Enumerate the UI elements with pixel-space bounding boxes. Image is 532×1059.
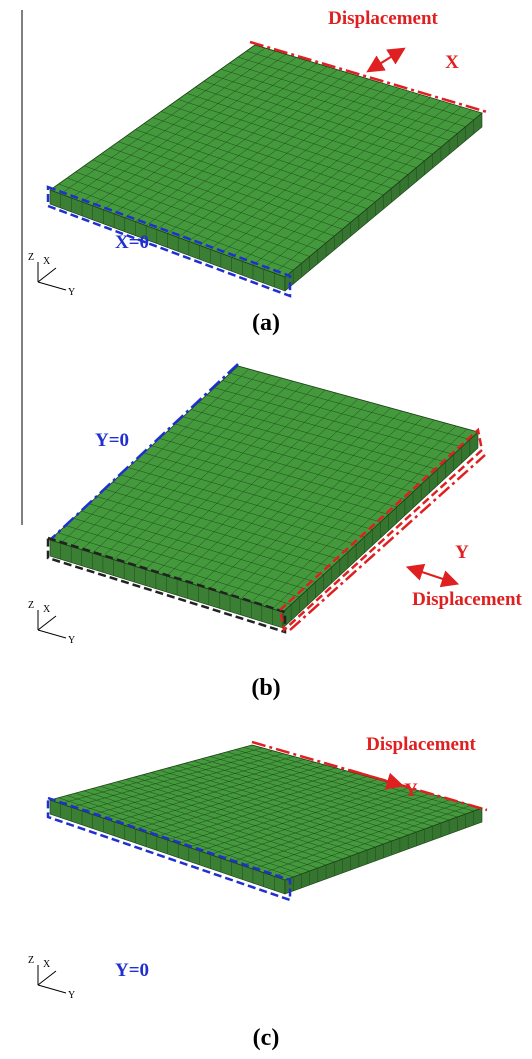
axis-x [38, 971, 56, 985]
label: Y=0 [115, 960, 149, 981]
axis-x [38, 616, 56, 630]
axis-label: Y [68, 287, 75, 298]
axis-x [38, 268, 56, 282]
label: Displacement [328, 8, 438, 29]
axis-label: X [43, 256, 51, 267]
axis-label: Y [68, 635, 75, 646]
label: Displacement [366, 734, 476, 755]
axis-y [38, 630, 66, 638]
axis-label: Y [68, 990, 75, 1001]
label: Y [404, 780, 418, 801]
label: X=0 [115, 232, 149, 253]
label: Y=0 [95, 430, 129, 451]
axis-label: Z [28, 955, 34, 966]
label: Y [455, 542, 469, 563]
axis-y [38, 985, 66, 993]
label: X [445, 52, 459, 73]
caption: (a) [252, 310, 280, 336]
axis-label: X [43, 604, 51, 615]
axis-label: Z [28, 600, 34, 611]
arrow [370, 50, 402, 70]
axis-y [38, 282, 66, 290]
label: Displacement [412, 589, 522, 610]
caption: (c) [253, 1025, 280, 1051]
caption: (b) [251, 675, 280, 701]
arrow [410, 568, 455, 583]
axis-label: X [43, 959, 51, 970]
plate-top [50, 745, 482, 880]
figure: Displacement X X=0 (a) Y=0 Y Displacement (b) Di… [0, 0, 532, 1059]
axis-label: Z [28, 252, 34, 263]
plates [50, 45, 482, 894]
